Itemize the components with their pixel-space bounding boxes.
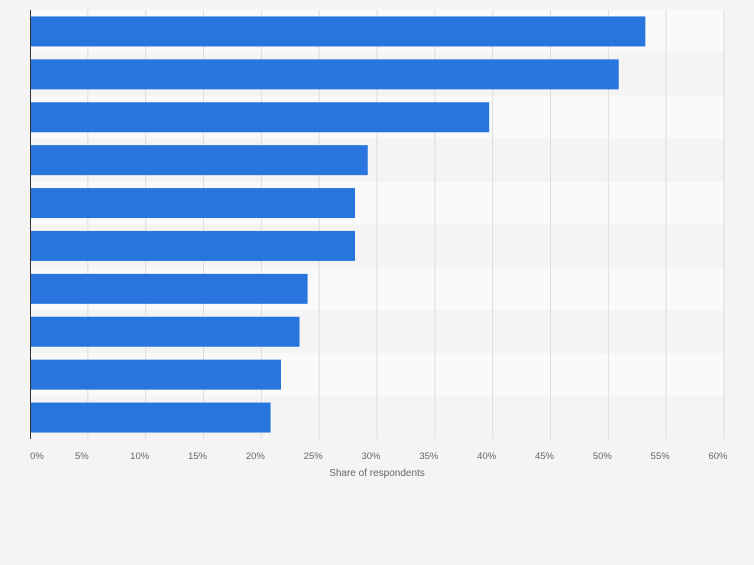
bar [30,273,308,304]
bar [30,145,368,176]
x-tick-label: 5% [75,451,89,462]
bar [30,102,490,133]
x-tick-label: 30% [361,451,381,462]
bar [30,402,271,433]
x-axis-label: Share of respondents [329,468,425,479]
x-tick-label: 35% [419,451,439,462]
bar [30,316,300,347]
x-tick-label: 60% [708,451,728,462]
bar [30,188,356,219]
x-tick-label: 40% [477,451,497,462]
x-tick-label: 25% [304,451,324,462]
bar [30,359,281,390]
x-tick-label: 45% [535,451,555,462]
bars [30,16,646,433]
x-tick-label: 20% [246,451,266,462]
x-tick-label: 15% [188,451,208,462]
x-tick-label: 10% [130,451,150,462]
x-tick-label: 55% [651,451,671,462]
bar [30,16,646,47]
bar [30,59,619,90]
x-tick-label: 0% [30,451,44,462]
x-tick-label: 50% [593,451,613,462]
bar [30,230,356,261]
x-axis-ticks: 0% 5% 10% 15% 20% 25% 30% 35% 40% 45% 50% 55% 60% [30,451,728,462]
